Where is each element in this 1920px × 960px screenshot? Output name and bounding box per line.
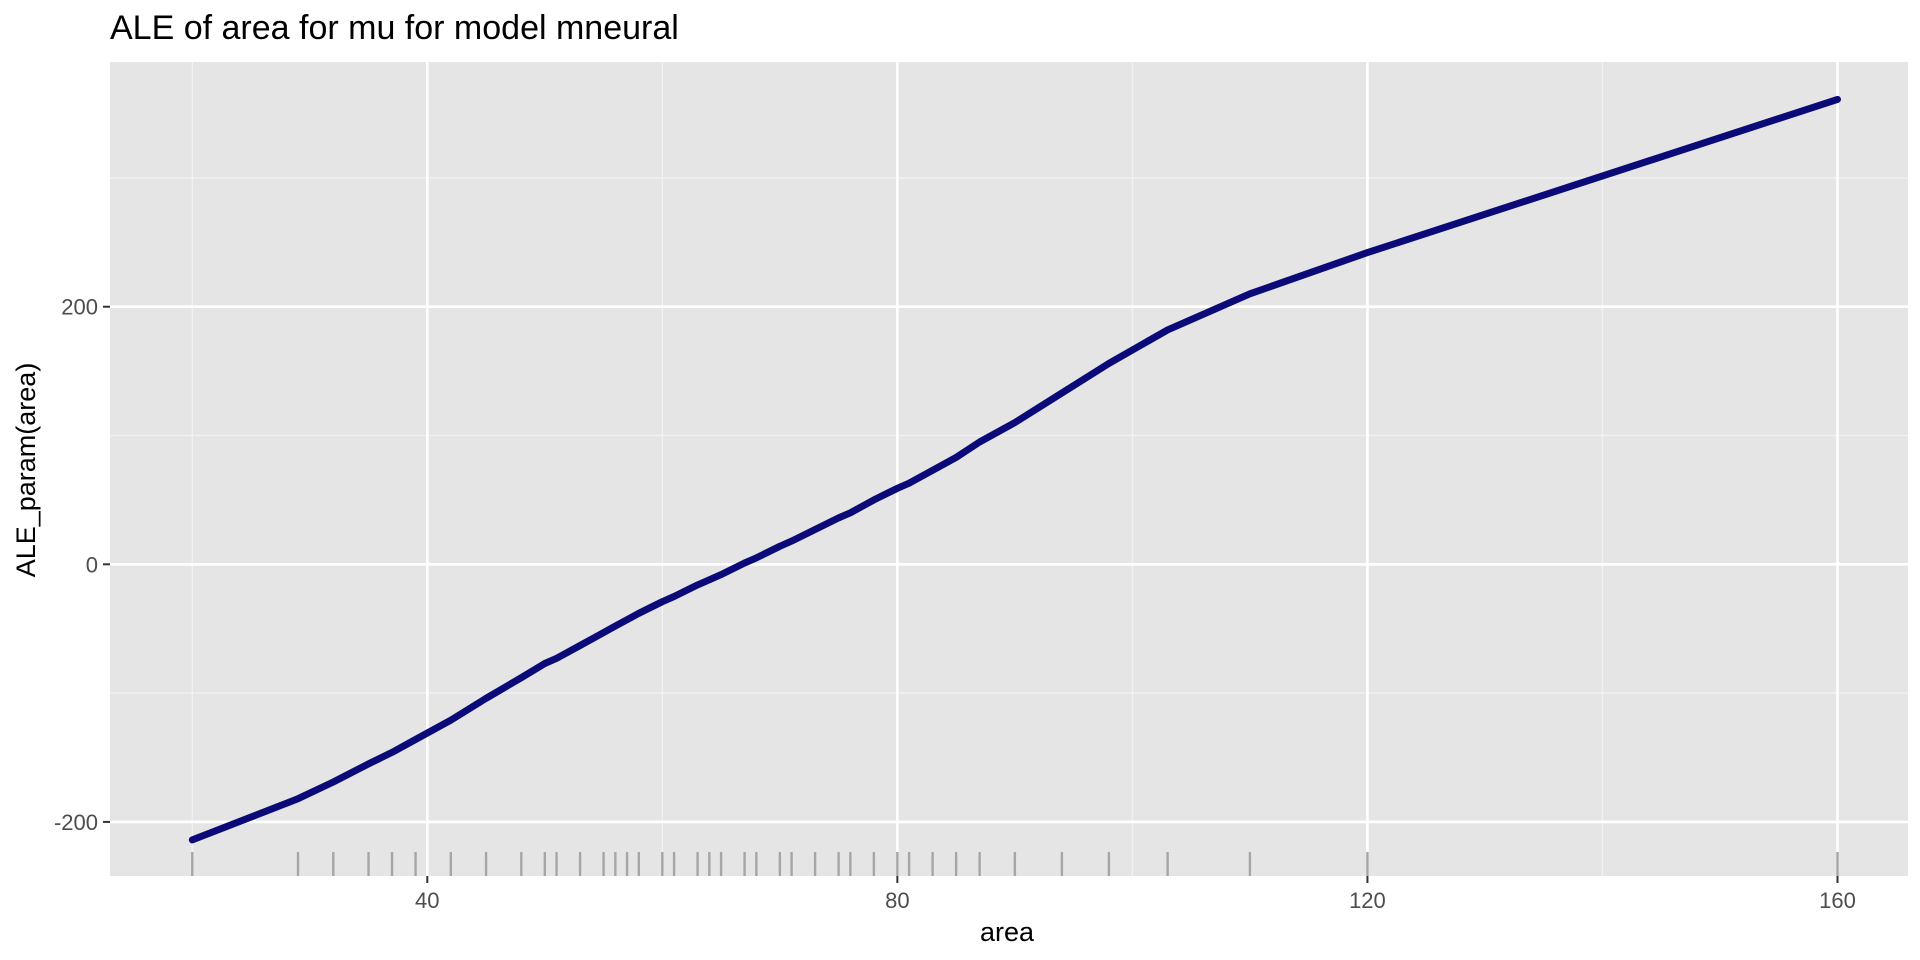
y-axis-title: ALE_param(area) <box>11 363 41 578</box>
x-tick-label: 120 <box>1349 888 1386 913</box>
chart-title: ALE of area for mu for model mneural <box>110 9 679 47</box>
x-tick-label: 160 <box>1819 888 1856 913</box>
x-axis-title: area <box>980 917 1035 947</box>
y-tick-label: 0 <box>86 552 98 577</box>
rug-marks <box>191 852 1839 876</box>
x-tick-label: 80 <box>885 888 909 913</box>
grid-minor <box>110 62 1908 876</box>
y-tick-label: 200 <box>61 295 98 320</box>
x-tick-label: 40 <box>415 888 439 913</box>
plot-panel <box>110 62 1908 876</box>
ale-line <box>188 95 1841 844</box>
y-axis: -200 0 200 <box>54 295 110 835</box>
x-axis: 40 80 120 160 <box>415 876 1856 913</box>
grid-major <box>110 62 1908 876</box>
y-tick-label: -200 <box>54 810 98 835</box>
